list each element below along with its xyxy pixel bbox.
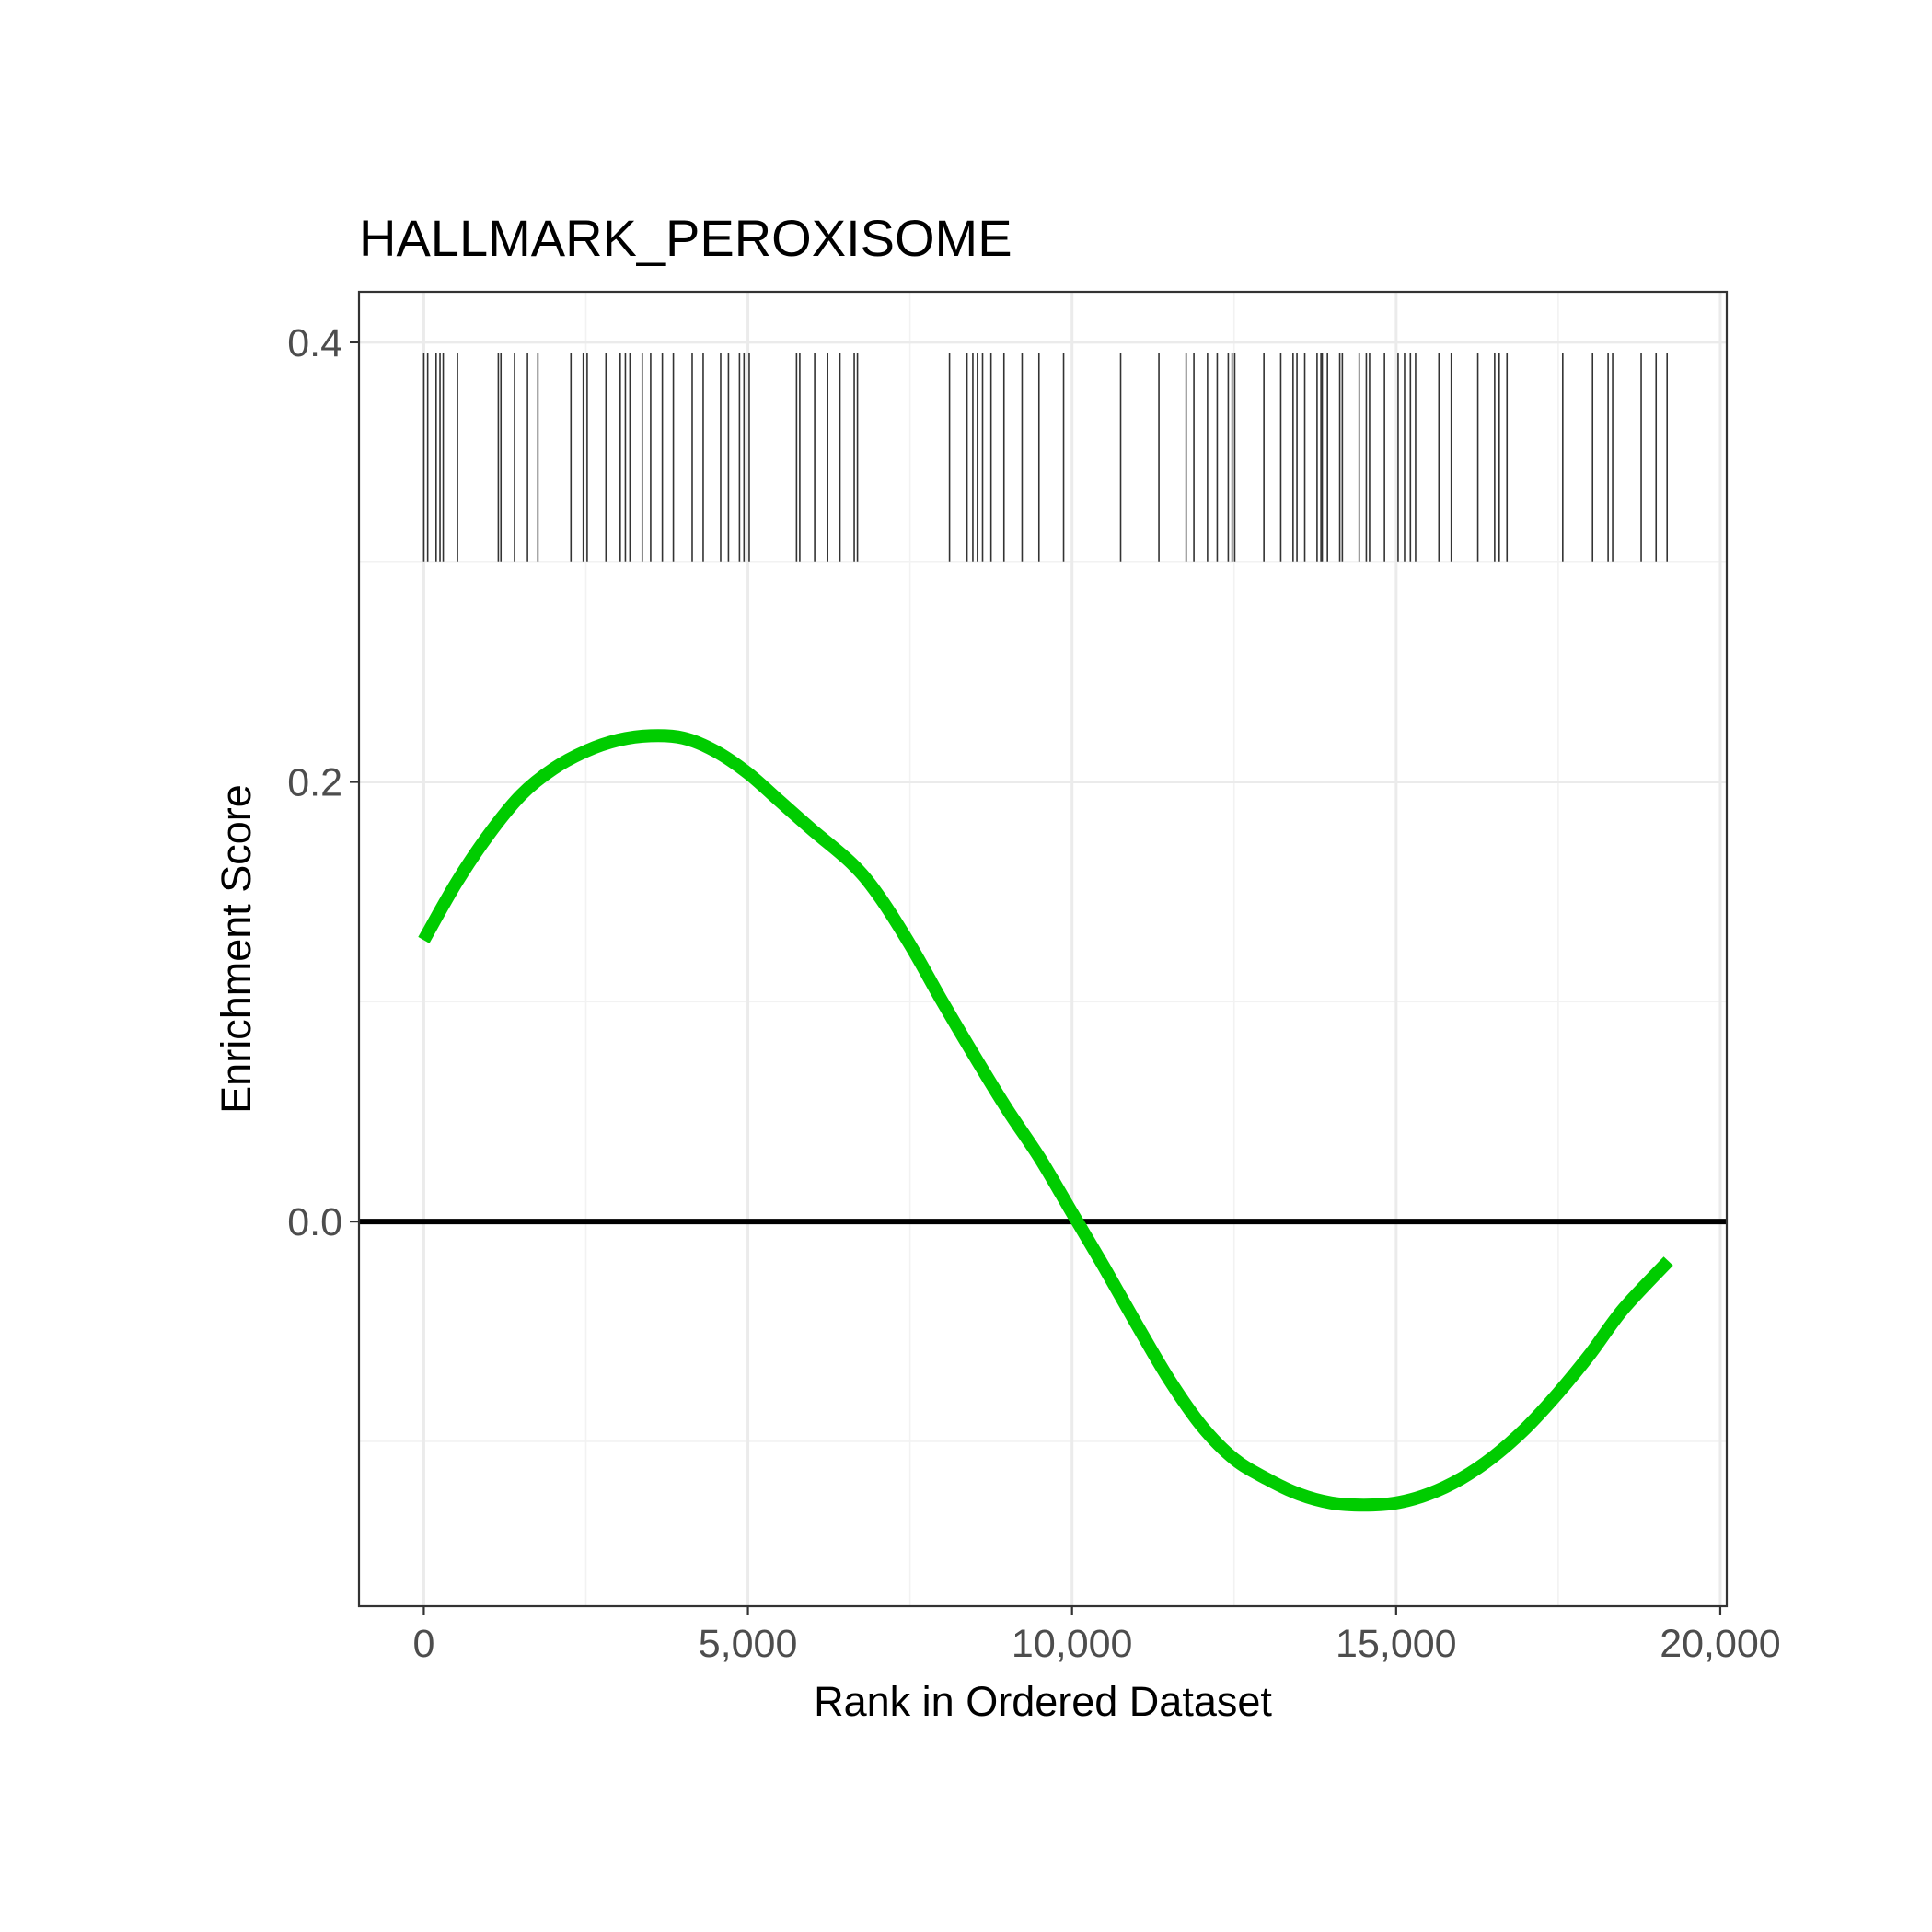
gene-hit-ticks: [422, 353, 1669, 562]
plot-background: [359, 292, 1727, 1606]
x-tick-label: 15,000: [1336, 1622, 1457, 1666]
x-axis-title: Rank in Ordered Dataset: [814, 1678, 1272, 1725]
y-tick-label: 0.0: [287, 1200, 342, 1244]
x-tick-label: 20,000: [1660, 1622, 1781, 1666]
chart-title: HALLMARK_PEROXISOME: [359, 209, 1012, 267]
x-tick-label: 0: [412, 1622, 434, 1666]
x-tick-label: 10,000: [1012, 1622, 1133, 1666]
enrichment-curve-layer: [418, 729, 1673, 1512]
y-tick-label: 0.4: [287, 321, 342, 365]
y-tick-label: 0.2: [287, 761, 342, 805]
x-axis: 0 5,000 10,000 15,000 20,000: [412, 1606, 1781, 1666]
enrichment-curve: [418, 729, 1673, 1512]
x-tick-label: 5,000: [699, 1622, 798, 1666]
y-axis: 0.0 0.2 0.4: [287, 321, 359, 1244]
y-axis-title: Enrichment Score: [213, 784, 260, 1114]
plot-border: [357, 290, 1729, 1608]
